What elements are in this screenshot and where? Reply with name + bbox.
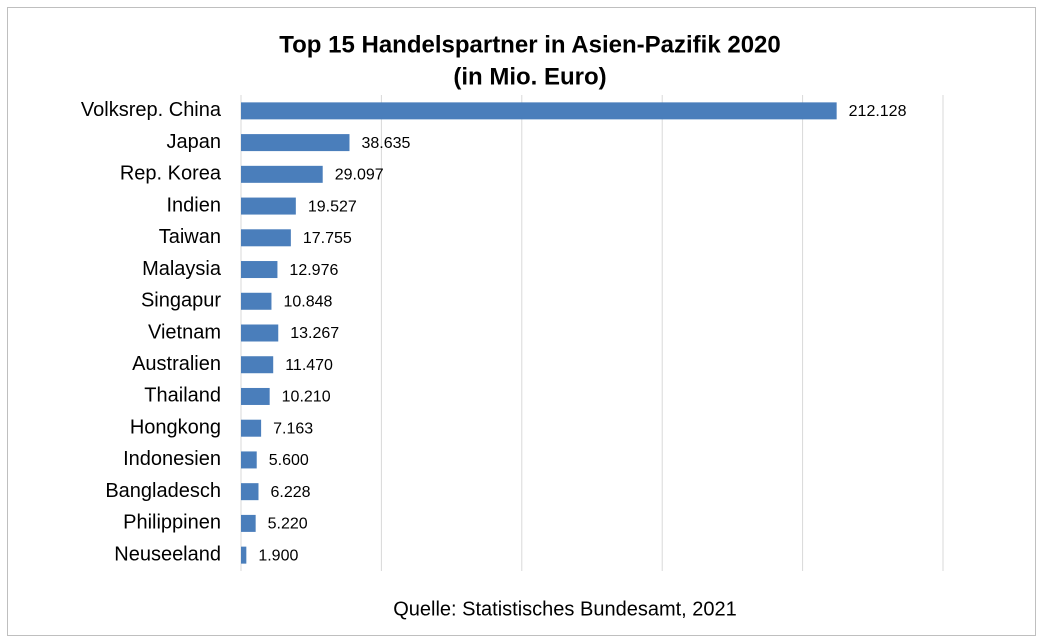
y-tick-label: Philippinen: [123, 512, 221, 534]
source: Quelle: Statistisches Bundesamt, 2021: [393, 598, 737, 620]
y-tick-label: Bangladesch: [105, 480, 221, 502]
bar: [241, 419, 262, 437]
bar: [241, 229, 291, 247]
bar: [241, 451, 257, 469]
y-tick-label: Australien: [132, 353, 221, 375]
value-label: 5.220: [268, 516, 308, 533]
value-label: 212.128: [849, 103, 907, 120]
value-label: 5.600: [269, 452, 309, 469]
bar: [241, 197, 296, 215]
value-label: 17.755: [303, 230, 352, 247]
value-label: 29.097: [335, 167, 384, 184]
y-tick-label: Rep. Korea: [120, 163, 222, 185]
value-label: 11.470: [285, 357, 333, 374]
y-tick-label: Neuseeland: [114, 543, 221, 565]
value-label: 10.210: [282, 389, 331, 406]
bar: [241, 134, 350, 152]
y-tick-label: Thailand: [144, 385, 221, 407]
bar: [241, 387, 270, 405]
value-label: 7.163: [273, 420, 313, 437]
value-label: 12.976: [289, 262, 338, 279]
bar: [241, 356, 274, 374]
bar: [241, 546, 247, 564]
y-tick-label: Hongkong: [130, 416, 221, 438]
y-tick-label: Japan: [167, 131, 222, 153]
bar: [241, 324, 279, 342]
y-tick-label: Malaysia: [142, 258, 222, 280]
bar: [241, 483, 259, 501]
value-label: 6.228: [270, 484, 310, 501]
y-tick-label: Singapur: [141, 290, 221, 312]
value-label: 13.267: [290, 325, 339, 342]
bar: [241, 292, 272, 310]
bar: [241, 261, 278, 279]
bar: [241, 514, 256, 532]
value-label: 10.848: [283, 293, 332, 310]
y-tick-label: Indonesien: [123, 448, 221, 470]
y-tick-label: Indien: [167, 194, 222, 216]
y-tick-label: Vietnam: [148, 321, 221, 343]
value-label: 1.900: [258, 547, 298, 564]
value-label: 19.527: [308, 198, 357, 215]
value-label: 38.635: [361, 135, 410, 152]
chart-title: Top 15 Handelspartner in Asien-Pazifik 2…: [279, 31, 781, 58]
y-tick-label: Taiwan: [159, 226, 221, 248]
chart-subtitle: (in Mio. Euro): [453, 63, 606, 90]
y-tick-label: Volksrep. China: [81, 99, 222, 121]
bar: [241, 165, 323, 183]
bar: [241, 102, 837, 120]
